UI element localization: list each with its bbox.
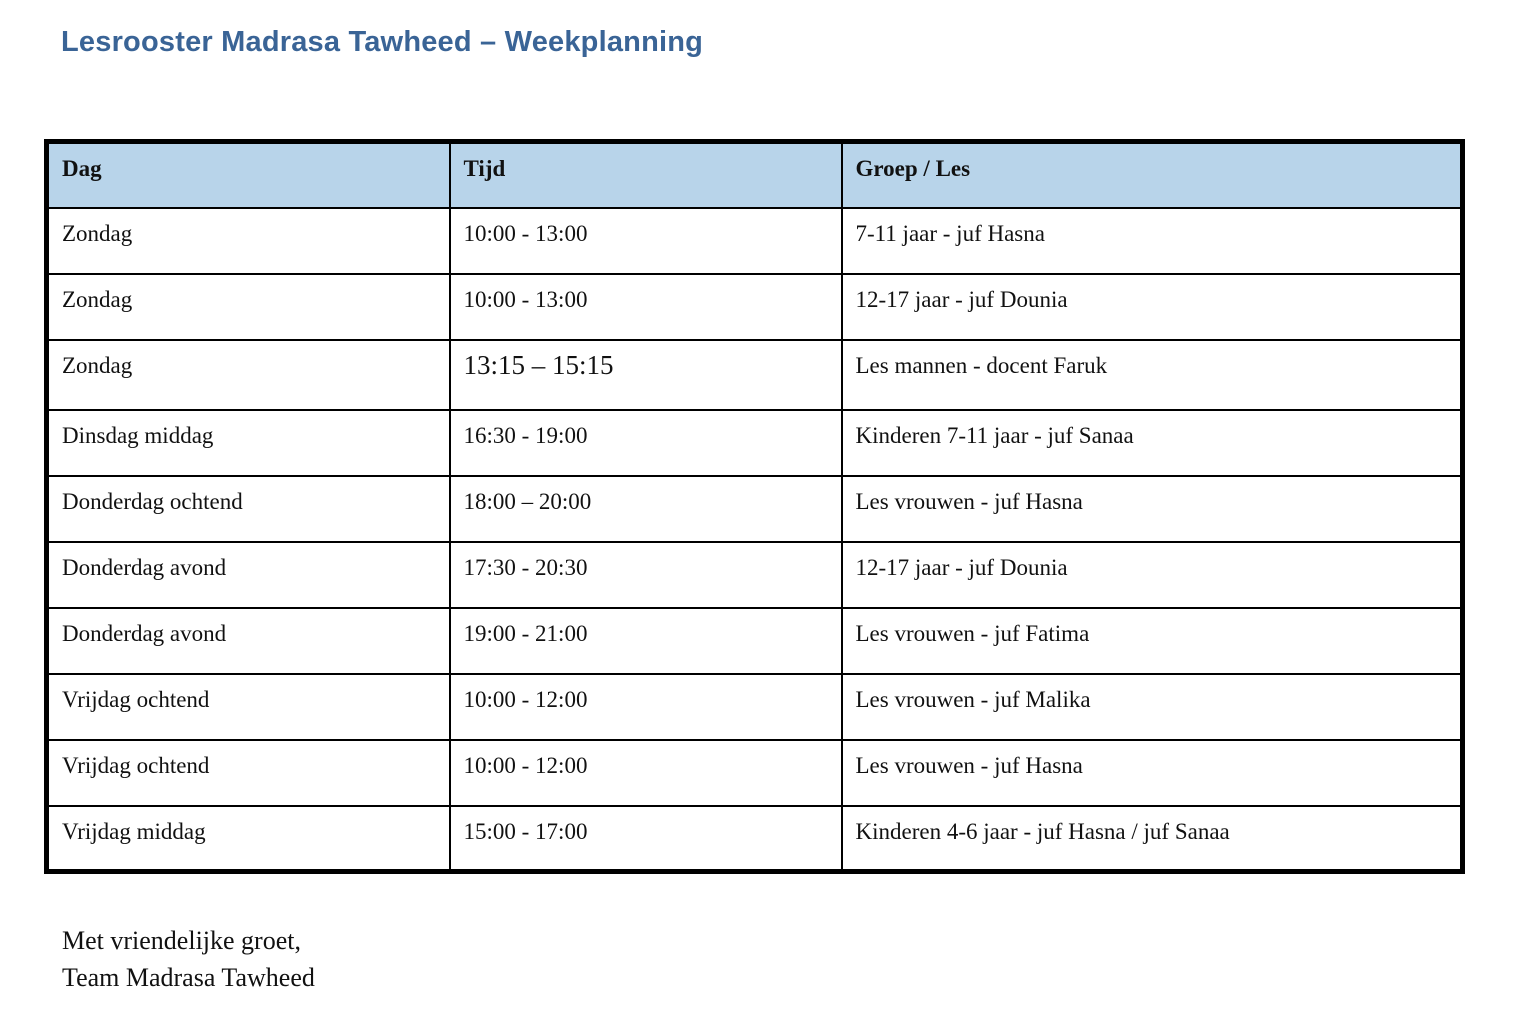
table-row: Donderdag avond 17:30 - 20:30 12-17 jaar -… [45, 540, 1464, 609]
cell-tijd: 18:00 – 20:00 [448, 474, 843, 543]
cell-tijd: 10:00 - 12:00 [448, 672, 843, 741]
cell-tijd: 19:00 - 21:00 [448, 606, 843, 675]
table-row: Vrijdag middag 15:00 - 17:00 Kinderen 4-6 … [45, 804, 1464, 873]
cell-dag: Donderdag avond [45, 606, 451, 675]
cell-tijd: 16:30 - 19:00 [448, 408, 843, 477]
cell-dag: Vrijdag middag [45, 804, 451, 873]
table-row: Dinsdag middag 16:30 - 19:00 Kinderen 7-11… [45, 408, 1464, 477]
header-tijd: Tijd [448, 140, 843, 209]
closing-greeting: Met vriendelijke groet, [62, 926, 301, 955]
schedule-table: Dag Tijd Groep / Les Zondag 10:00 - 13:00… [44, 139, 1465, 874]
cell-dag: Zondag [45, 206, 451, 275]
cell-dag: Donderdag ochtend [45, 474, 451, 543]
table-header-row: Dag Tijd Groep / Les [45, 140, 1464, 209]
cell-groep-les: Les mannen - docent Faruk [840, 338, 1464, 411]
cell-dag: Zondag [45, 272, 451, 341]
closing-text: Met vriendelijke groet, Team Madrasa Taw… [62, 922, 315, 996]
cell-groep-les: 12-17 jaar - juf Dounia [840, 540, 1464, 609]
cell-tijd: 10:00 - 13:00 [448, 206, 843, 275]
cell-groep-les: 7-11 jaar - juf Hasna [840, 206, 1464, 275]
table-row: Zondag 10:00 - 13:00 12-17 jaar - juf Doun… [45, 272, 1464, 341]
cell-groep-les: Les vrouwen - juf Hasna [840, 474, 1464, 543]
cell-dag: Dinsdag middag [45, 408, 451, 477]
cell-tijd: 10:00 - 12:00 [448, 738, 843, 807]
table-row: Zondag 13:15 – 15:15 Les mannen - docent F… [45, 338, 1464, 411]
header-groep-les: Groep / Les [840, 140, 1464, 209]
cell-dag: Vrijdag ochtend [45, 672, 451, 741]
cell-groep-les: Kinderen 7-11 jaar - juf Sanaa [840, 408, 1464, 477]
cell-groep-les: Les vrouwen - juf Fatima [840, 606, 1464, 675]
table-row: Donderdag ochtend 18:00 – 20:00 Les vrouwe… [45, 474, 1464, 543]
cell-dag: Donderdag avond [45, 540, 451, 609]
table-row: Donderdag avond 19:00 - 21:00 Les vrouwen … [45, 606, 1464, 675]
cell-dag: Vrijdag ochtend [45, 738, 451, 807]
header-dag: Dag [45, 140, 451, 209]
cell-dag: Zondag [45, 338, 451, 411]
cell-tijd: 15:00 - 17:00 [448, 804, 843, 873]
table-row: Zondag 10:00 - 13:00 7-11 jaar - juf Hasna [45, 206, 1464, 275]
cell-groep-les: Les vrouwen - juf Malika [840, 672, 1464, 741]
cell-tijd: 13:15 – 15:15 [448, 338, 843, 411]
page-title: Lesrooster Madrasa Tawheed – Weekplannin… [61, 26, 704, 58]
table-row: Vrijdag ochtend 10:00 - 12:00 Les vrouwen … [45, 738, 1464, 807]
cell-tijd: 17:30 - 20:30 [448, 540, 843, 609]
cell-tijd: 10:00 - 13:00 [448, 272, 843, 341]
closing-signature: Team Madrasa Tawheed [62, 963, 315, 992]
cell-groep-les: 12-17 jaar - juf Dounia [840, 272, 1464, 341]
table-row: Vrijdag ochtend 10:00 - 12:00 Les vrouwen … [45, 672, 1464, 741]
cell-groep-les: Les vrouwen - juf Hasna [840, 738, 1464, 807]
cell-groep-les: Kinderen 4-6 jaar - juf Hasna / juf Sana… [840, 804, 1464, 873]
